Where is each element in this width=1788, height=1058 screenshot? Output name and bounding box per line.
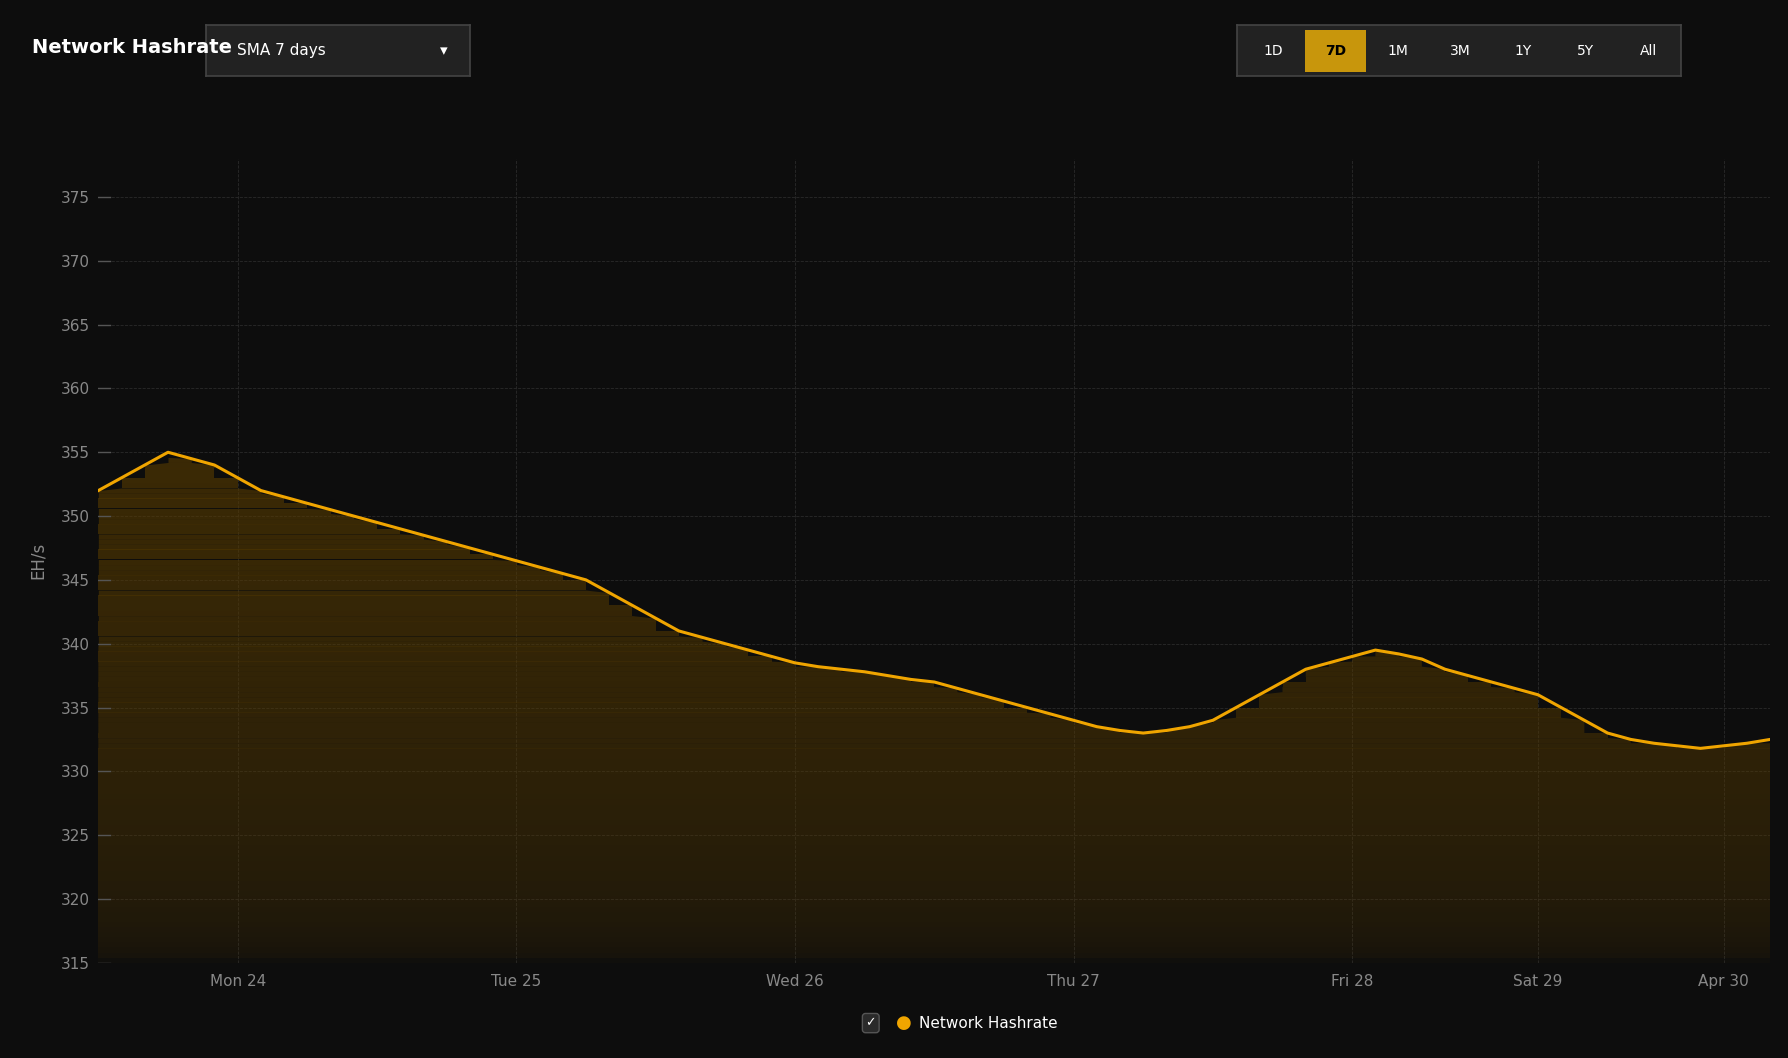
Text: 1Y: 1Y [1514,43,1532,58]
Text: 1M: 1M [1387,43,1409,58]
Text: Network Hashrate: Network Hashrate [919,1016,1058,1030]
Text: 1D: 1D [1264,43,1282,58]
Text: All: All [1640,43,1657,58]
Text: ●: ● [896,1014,912,1033]
Text: SMA 7 days: SMA 7 days [238,43,325,58]
Text: ✓: ✓ [865,1017,876,1029]
Text: ▾: ▾ [440,43,447,58]
Text: Network Hashrate: Network Hashrate [32,38,232,57]
Text: 3M: 3M [1450,43,1472,58]
Text: 7D: 7D [1325,43,1346,58]
Y-axis label: EH/s: EH/s [29,542,46,580]
Text: 5Y: 5Y [1577,43,1595,58]
